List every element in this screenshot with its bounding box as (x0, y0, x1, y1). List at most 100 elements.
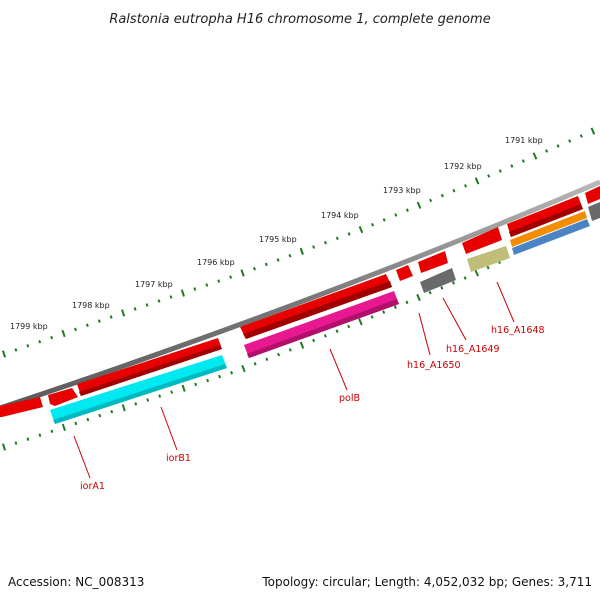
forward-strand-genes (0, 186, 600, 417)
pointer-polB (329, 348, 348, 391)
scale-dot (510, 164, 514, 168)
scale-dot (429, 198, 433, 203)
scale-dot (323, 240, 327, 245)
gene-blue-strip (512, 219, 590, 255)
gene-label-iorA1[interactable]: iorA1 (80, 481, 105, 492)
gene-arrow-fwd-7 (462, 227, 502, 254)
scale-dot (206, 378, 210, 383)
scale-dot (170, 390, 174, 394)
gene-arrow-fwd-6 (418, 251, 448, 273)
scale-dot (38, 339, 42, 344)
scale-labels: 1799 kbp 1798 kbp 1797 kbp 1796 kbp 1795… (10, 136, 543, 331)
scale-dot (265, 357, 269, 361)
scale-tick (299, 341, 305, 349)
gene-shade-4 (243, 281, 392, 339)
scale-dot (97, 319, 101, 323)
scale-dot (405, 208, 409, 212)
scale-dot (371, 223, 375, 227)
gene-arrow-fwd-5 (396, 265, 413, 281)
gene-label-h16_A1649[interactable]: h16_A1649 (446, 344, 500, 355)
scale-dot (74, 421, 78, 426)
scale-dot (38, 433, 42, 437)
scale-tick (358, 226, 364, 234)
scale-dot (440, 193, 444, 198)
pointer-h16_A1648 (496, 281, 515, 323)
scale-dot (14, 441, 18, 445)
scale-dot (382, 310, 386, 314)
scale-dot (158, 394, 162, 398)
scale-tick (241, 365, 246, 373)
scale-dot (323, 334, 327, 338)
scale-tick (121, 404, 126, 412)
scale-tick (590, 127, 596, 135)
scale-dot (312, 245, 316, 249)
outer-scale-dots (1, 127, 596, 358)
gene-label-h16_A1648[interactable]: h16_A1648 (491, 325, 545, 336)
gene-h16_A1649-gray (420, 268, 456, 293)
scale-dot (382, 218, 386, 222)
gene-h16_A1648-olive (467, 246, 510, 272)
scale-dot (370, 315, 374, 319)
gene-arrow-fwd-1 (0, 397, 43, 417)
scale-tick (240, 269, 245, 277)
scale-dot (335, 329, 339, 333)
scale-tick (474, 269, 480, 277)
scale-dot (312, 338, 316, 343)
scale-dot (394, 213, 398, 217)
scale-dot (218, 374, 222, 379)
label-pointers (73, 281, 515, 479)
pointer-h16_A1649 (442, 297, 467, 341)
scale-dot (452, 188, 456, 193)
gene-gray-edge (588, 202, 600, 221)
scale-tick (358, 318, 363, 326)
scale-dot (98, 413, 102, 418)
scale-dot (146, 398, 150, 402)
scale-dot (26, 344, 30, 348)
scale-label-1791: 1791 kbp (505, 136, 543, 145)
scale-dot (451, 281, 455, 285)
scale-dot (428, 290, 432, 295)
scale-dot (110, 409, 114, 414)
scale-dot (288, 253, 292, 258)
scale-tick (416, 201, 422, 209)
scale-tick (181, 384, 186, 392)
scale-dot (579, 134, 583, 138)
scale-dot (50, 335, 54, 340)
scale-dot (568, 139, 572, 143)
gene-orange-strip (510, 211, 587, 247)
scale-dot (14, 348, 18, 352)
scale-label-1793: 1793 kbp (383, 186, 421, 195)
scale-label-1795: 1795 kbp (259, 235, 297, 244)
gene-shade-3 (79, 345, 222, 396)
gene-arrow-fwd-2 (48, 388, 78, 406)
scale-dot (134, 402, 138, 406)
scale-dot (194, 382, 198, 387)
inner-scale-dots (1, 260, 502, 451)
scale-tick (61, 329, 66, 338)
scale-dot (288, 348, 292, 352)
pointer-iorB1 (160, 406, 178, 451)
gene-label-iorB1[interactable]: iorB1 (166, 453, 191, 464)
scale-dot (230, 370, 234, 375)
scale-dot (26, 437, 30, 441)
scale-label-1796: 1796 kbp (197, 258, 235, 267)
scale-dot (205, 283, 209, 287)
scale-dot (521, 159, 525, 163)
scale-dot (169, 295, 173, 299)
scale-dot (498, 169, 502, 173)
scale-dot (487, 174, 491, 178)
scale-tick (121, 309, 126, 317)
map-title: Ralstonia eutropha H16 chromosome 1, com… (109, 12, 490, 27)
scale-label-1797: 1797 kbp (135, 280, 173, 289)
gene-label-h16_A1650[interactable]: h16_A1650 (407, 360, 461, 371)
scale-dot (85, 323, 89, 328)
scale-dot (252, 266, 256, 271)
gene-arrow-fwd-9 (585, 186, 600, 204)
scale-label-1794: 1794 kbp (321, 211, 359, 220)
scale-dot (264, 262, 268, 267)
scale-dot (335, 236, 339, 241)
pointer-iorA1 (73, 435, 91, 479)
scale-label-1799: 1799 kbp (10, 322, 48, 331)
gene-label-polB[interactable]: polB (339, 393, 360, 404)
